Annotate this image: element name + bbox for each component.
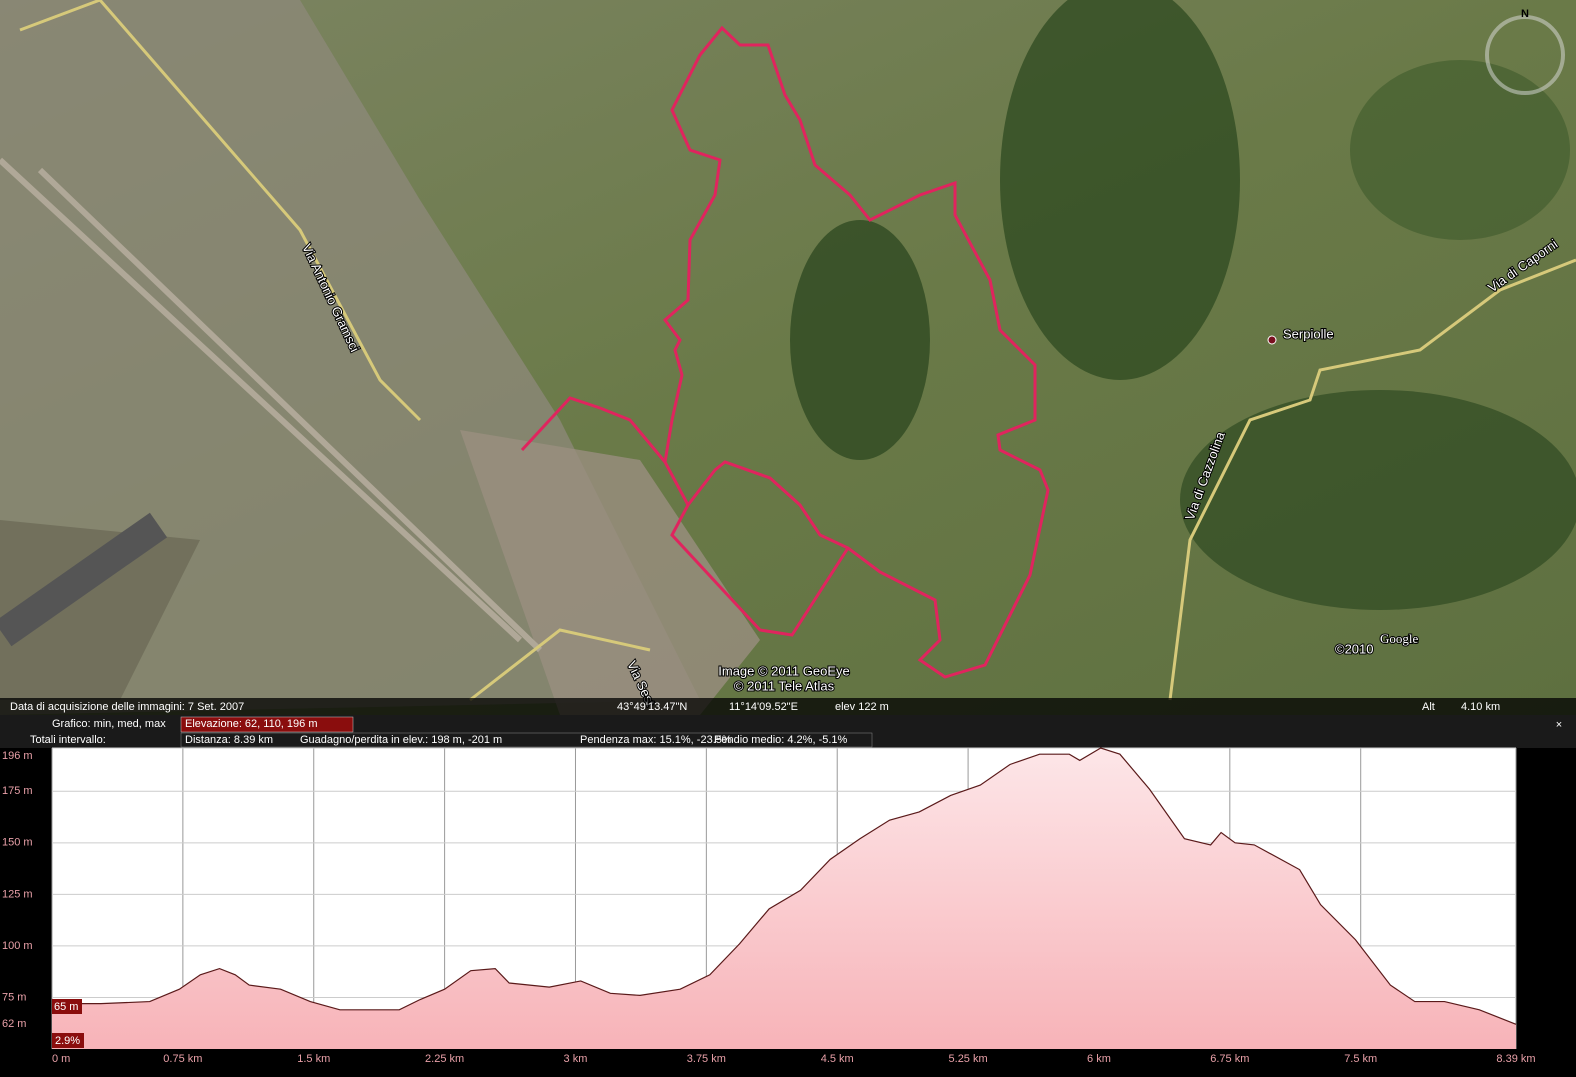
x-tick-label: 1.5 km [297, 1053, 330, 1065]
cursor-box [52, 1033, 84, 1048]
acquisition-date: Data di acquisizione delle immagini: 7 S… [10, 701, 244, 713]
compass-n: N [1521, 8, 1529, 20]
y-tick-label: 150 m [2, 837, 33, 849]
place-pin [1267, 335, 1277, 345]
x-tick-label: 0 m [52, 1053, 70, 1065]
x-tick-label: 4.5 km [821, 1053, 854, 1065]
route [520, 25, 1050, 679]
x-tick-label: 3 km [564, 1053, 588, 1065]
x-tick-label: 7.5 km [1344, 1053, 1377, 1065]
y-tick-label: 175 m [2, 785, 33, 797]
elevation: elev 122 m [835, 701, 889, 713]
cursor-box [52, 999, 82, 1014]
x-tick-label: 2.25 km [425, 1053, 464, 1065]
elevation-stats: Elevazione: 62, 110, 196 m [185, 718, 318, 730]
x-tick-label: 8.39 km [1496, 1053, 1535, 1065]
x-tick-label: 6.75 km [1210, 1053, 1249, 1065]
close-button[interactable]: × [1556, 719, 1562, 731]
elevation-profile: 0 m 0.75 km 1.5 km 2.25 km 3 km 3.75 km 4.5 km… [2, 747, 1536, 1065]
map-view[interactable]: Serpiolle Via di Caporni Via di Cazzolin… [0, 0, 1576, 715]
y-tick-label: 100 m [2, 940, 33, 952]
distance: Distanza: 8.39 km [185, 734, 273, 746]
x-tick-label: 5.25 km [949, 1053, 988, 1065]
cursor-slope: 2.9% [55, 1035, 80, 1047]
y-tick-label: 62 m [2, 1018, 26, 1030]
x-tick-label: 6 km [1087, 1053, 1111, 1065]
y-tick-label: 125 m [2, 888, 33, 900]
y-tick-label: 75 m [2, 991, 26, 1003]
status-bar: Data di acquisizione delle immagini: 7 S… [0, 698, 1576, 715]
row-label: Grafico: min, med, max [52, 718, 166, 730]
max-slope: Pendenza max: 15.1%, -23.5% [580, 734, 732, 746]
gain-loss: Guadagno/perdita in elev.: 198 m, -201 m [300, 734, 502, 746]
row-label: Totali intervallo: [30, 734, 106, 746]
google-logo: Google [1380, 631, 1419, 646]
attribution: © 2011 Tele Atlas [734, 678, 835, 693]
altitude: 4.10 km [1461, 701, 1500, 713]
elevation-line [52, 747, 1517, 1025]
compass[interactable] [1485, 15, 1565, 95]
route [670, 504, 850, 637]
alt-label: Alt [1422, 701, 1435, 713]
logo-year: ©2010 [1335, 641, 1374, 656]
profile-header: Grafico: min, med, max Elevazione: 62, 1… [0, 715, 1576, 748]
longitude: 11°14'09.52"E [729, 701, 798, 713]
area-fill [52, 748, 1516, 1049]
cursor-elevation: 65 m [54, 1001, 78, 1013]
place-label: Serpiolle [1283, 326, 1334, 341]
x-tick-label: 3.75 km [687, 1053, 726, 1065]
x-tick-label: 0.75 km [163, 1053, 202, 1065]
attribution: Image © 2011 GeoEye [718, 663, 849, 678]
latitude: 43°49'13.47"N [617, 701, 687, 713]
avg-slope: Pendio medio: 4.2%, -5.1% [714, 734, 848, 746]
y-tick-label: 196 m [2, 750, 33, 762]
